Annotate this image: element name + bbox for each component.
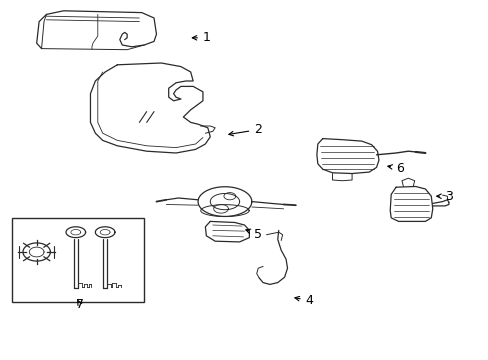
Text: 1: 1 [192,31,210,44]
Bar [12,218,144,302]
Text: 5: 5 [245,228,262,240]
Text: 7: 7 [76,298,83,311]
Text: 6: 6 [387,162,403,175]
Text: 3: 3 [436,190,452,203]
Text: 2: 2 [228,123,262,136]
Text: 4: 4 [294,294,313,307]
